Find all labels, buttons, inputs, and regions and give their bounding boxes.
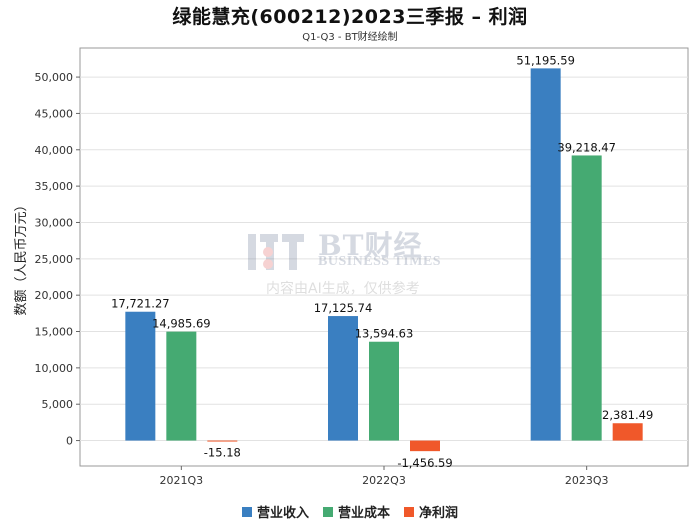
legend-swatch-revenue <box>241 506 252 517</box>
legend-item-cost: 营业成本 <box>322 502 390 521</box>
bar-revenue <box>125 311 156 441</box>
legend-item-revenue: 营业收入 <box>241 502 309 521</box>
y-tick-label: 40,000 <box>35 144 74 157</box>
bar-revenue <box>328 316 358 441</box>
x-tick-label: 2022Q3 <box>362 474 406 487</box>
data-label: 39,218.47 <box>557 140 616 154</box>
legend-swatch-net-profit <box>404 506 414 517</box>
y-tick-label: 10,000 <box>35 362 74 375</box>
y-tick-label: 35,000 <box>35 180 74 193</box>
y-tick-label: 0 <box>66 435 73 448</box>
bar-net-profit <box>410 440 440 452</box>
y-axis-title: 数额（人民币万元） <box>14 198 29 315</box>
legend: 营业收入 营业成本 净利润 <box>0 502 700 521</box>
y-tick-label: 15,000 <box>35 326 74 339</box>
data-label: -1,456.59 <box>397 456 452 470</box>
y-tick-label: 30,000 <box>35 216 74 229</box>
chart-title: 绿能慧充(600212)2023三季报 – 利润 <box>172 6 528 28</box>
legend-label-cost: 营业成本 <box>337 506 390 521</box>
bar-revenue <box>530 68 561 441</box>
legend-item-net-profit: 净利润 <box>404 502 458 521</box>
y-tick-label: 20,000 <box>35 289 74 302</box>
data-label: 2,381.49 <box>602 408 653 422</box>
data-label: 17,721.27 <box>111 297 170 311</box>
y-tick-label: 25,000 <box>35 253 74 266</box>
y-tick-label: 45,000 <box>35 107 74 120</box>
x-tick-label: 2021Q3 <box>160 474 204 487</box>
data-label: 17,125.74 <box>314 301 373 315</box>
data-label: 14,985.69 <box>152 317 211 331</box>
y-tick-label: 50,000 <box>35 71 74 84</box>
legend-swatch-cost <box>322 506 333 517</box>
bar-cost <box>369 341 399 441</box>
data-label: -15.18 <box>204 446 241 460</box>
data-label: 13,594.63 <box>355 327 414 341</box>
chart-subtitle: Q1-Q3 - BT财经绘制 <box>302 32 398 43</box>
legend-label-net-profit: 净利润 <box>419 506 459 521</box>
x-tick-label: 2023Q3 <box>565 474 609 487</box>
bar-net-profit <box>207 440 238 442</box>
data-label: 51,195.59 <box>516 53 575 67</box>
bar-cost <box>571 155 602 441</box>
bar-cost <box>166 331 197 441</box>
y-tick-label: 5,000 <box>42 398 74 411</box>
bar-chart: 0 5,000 10,000 15,000 20,000 25,000 30,000 35,0… <box>14 47 689 487</box>
legend-label-revenue: 营业收入 <box>256 506 309 521</box>
bar-net-profit <box>612 423 643 441</box>
